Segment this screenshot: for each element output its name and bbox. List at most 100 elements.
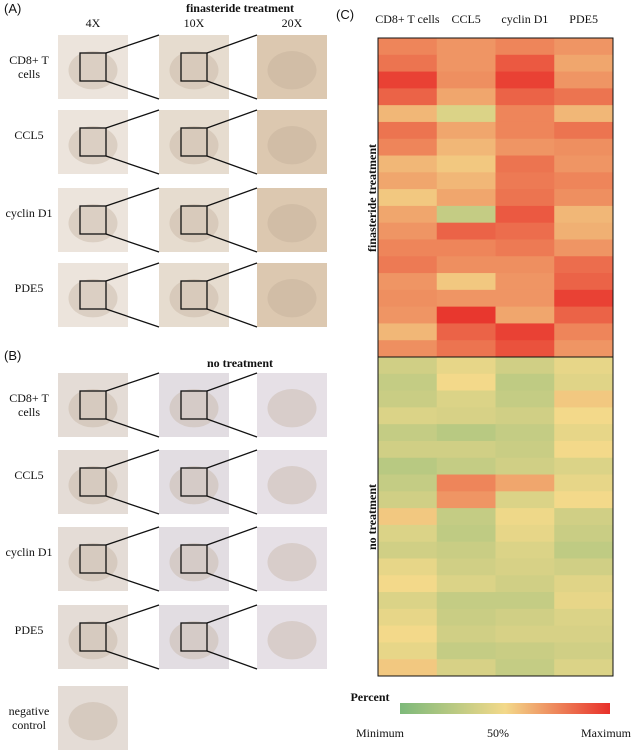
zoom-line [206, 526, 258, 546]
tissue [68, 279, 118, 318]
panel-title: finasteride treatment [185, 1, 295, 15]
zoom-box [79, 280, 107, 310]
column-label: PDE5 [569, 12, 598, 26]
micrograph [159, 110, 229, 174]
heatmap-cell [554, 608, 614, 627]
heatmap-cell [436, 508, 496, 526]
column-label: CD8+ T cells [375, 12, 440, 26]
column-label: CCL5 [451, 12, 481, 26]
column-label: 4X [85, 16, 101, 30]
heatmap-cell [378, 239, 438, 257]
zoom-box [180, 390, 208, 420]
tissue [169, 50, 219, 90]
micrograph [257, 450, 327, 514]
heatmap-cell [495, 357, 555, 375]
tissue [68, 543, 118, 582]
heatmap-cell [554, 508, 614, 526]
micrograph [257, 527, 327, 591]
tissue [68, 621, 118, 660]
micrograph [58, 686, 128, 750]
micrograph [159, 188, 229, 252]
zoom-line [206, 650, 258, 670]
heatmap-cell [378, 357, 438, 375]
zoom-box [79, 544, 107, 574]
heatmap-cell [378, 222, 438, 240]
heatmap-cell [495, 71, 555, 89]
heatmap-cell [495, 105, 555, 123]
heatmap-cell [436, 138, 496, 157]
zoom-line [105, 109, 160, 129]
heatmap-cell [436, 105, 496, 123]
heatmap-cell [495, 54, 555, 73]
column-label: cyclin D1 [501, 12, 549, 26]
heatmap-cell [378, 541, 438, 559]
heatmap-cell [378, 642, 438, 660]
micrograph [257, 263, 327, 327]
zoom-line [206, 308, 258, 328]
heatmap-cell [495, 508, 555, 526]
heatmap-cell [495, 222, 555, 240]
zoom-box [79, 390, 107, 420]
heatmap-cell [436, 491, 496, 509]
heatmap-cell [495, 172, 555, 190]
heatmap-cell [436, 172, 496, 190]
zoom-box [79, 205, 107, 235]
heatmap-cell [495, 289, 555, 308]
zoom-line [206, 572, 258, 592]
tissue [169, 466, 219, 505]
heatmap-cell [378, 105, 438, 123]
heatmap-cell [436, 323, 496, 341]
zoom-line [105, 155, 160, 175]
heatmap-cell [378, 474, 438, 492]
heatmap-cell [554, 541, 614, 559]
zoom-line [206, 155, 258, 175]
heatmap-cell [495, 138, 555, 157]
heatmap-cell [436, 273, 496, 291]
heatmap-cell [554, 54, 614, 73]
heatmap-cell [378, 373, 438, 392]
tissue [68, 702, 118, 741]
heatmap-cell [378, 491, 438, 509]
micrograph [159, 527, 229, 591]
zoom-line [105, 650, 160, 670]
row-label: negative control [8, 704, 50, 732]
row-label: cyclin D1 [5, 206, 53, 220]
row-label: CD8+ T cells [9, 391, 49, 419]
heatmap-cell [436, 88, 496, 106]
heatmap-cell [495, 474, 555, 492]
row-label: PDE5 [14, 623, 44, 637]
zoom-line [105, 233, 160, 253]
zoom-line [105, 80, 160, 100]
heatmap-cell [554, 289, 614, 308]
zoom-box [180, 205, 208, 235]
zoom-box [180, 544, 208, 574]
heatmap-cell [436, 592, 496, 610]
heatmap-cell [495, 373, 555, 392]
heatmap-cell [554, 373, 614, 392]
heatmap-cell [378, 340, 438, 358]
heatmap-cell [436, 205, 496, 224]
heatmap-cell [436, 541, 496, 559]
heatmap-cell [495, 155, 555, 173]
heatmap-cell [554, 390, 614, 408]
micrograph [58, 605, 128, 669]
row-label: cyclin D1 [5, 545, 53, 559]
zoom-line [206, 604, 258, 624]
zoom-line [105, 418, 160, 438]
heatmap-cell [495, 424, 555, 442]
heatmap-cell [436, 340, 496, 358]
heatmap-cell [495, 121, 555, 140]
heatmap-cell [436, 222, 496, 240]
zoom-line [105, 372, 160, 392]
group-label: no treatment [365, 483, 379, 550]
zoom-line [206, 418, 258, 438]
micrograph [159, 35, 229, 99]
heatmap-cell [378, 608, 438, 627]
panel-label: (B) [4, 348, 22, 363]
heatmap-cell [495, 541, 555, 559]
heatmap-cell [495, 38, 555, 56]
heatmap-cell [378, 424, 438, 442]
heatmap-cell [554, 407, 614, 425]
column-label: 10X [183, 16, 205, 30]
